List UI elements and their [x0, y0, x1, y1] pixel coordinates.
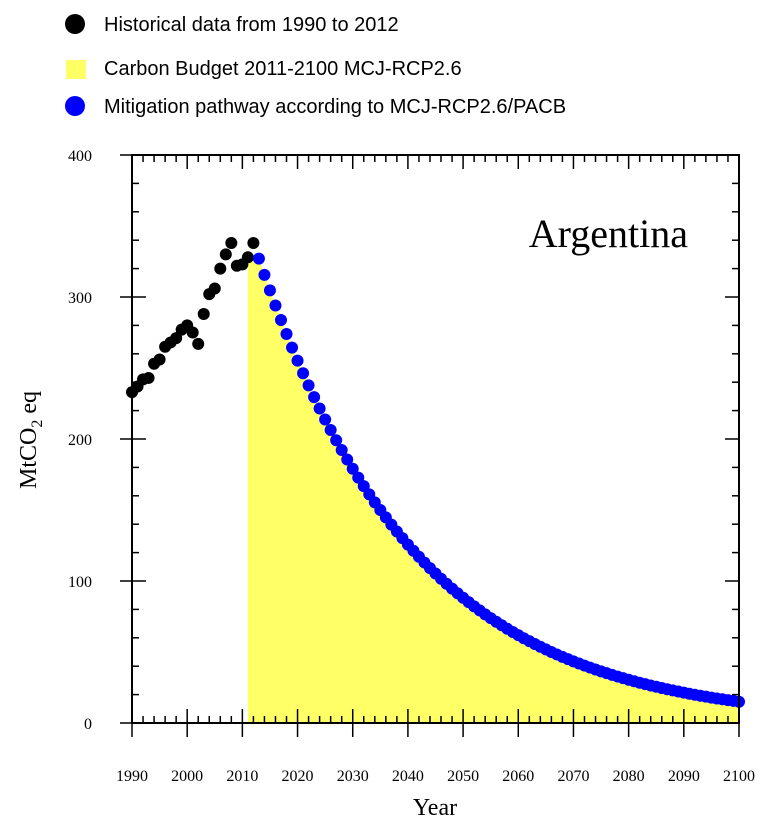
mitigation-point	[330, 434, 343, 447]
x-tick-label: 2010	[226, 768, 258, 785]
x-tick-label: 2100	[723, 768, 755, 785]
mitigation-point	[286, 341, 299, 354]
legend-marker-mitigation	[65, 96, 85, 116]
legend-label-mitigation: Mitigation pathway according to MCJ-RCP2…	[104, 96, 566, 118]
mitigation-point	[319, 413, 332, 426]
legend-label-historical: Historical data from 1990 to 2012	[104, 14, 399, 36]
x-tick-label: 1990	[116, 768, 148, 785]
mitigation-point	[252, 252, 265, 265]
mitigation-point	[308, 391, 321, 404]
y-axis: 0 100 200 300 400	[68, 148, 739, 733]
y-tick-label: 0	[84, 716, 92, 733]
y-axis-title-subscript: 2	[29, 420, 46, 428]
x-tick-label: 2000	[171, 768, 203, 785]
y-axis-title-main: MtCO	[16, 428, 42, 489]
mitigation-point	[313, 402, 326, 415]
historical-point	[192, 337, 205, 350]
y-axis-title: MtCO2 eq	[16, 391, 46, 489]
historical-point	[186, 326, 199, 339]
x-tick-label: 2090	[668, 768, 700, 785]
country-annotation: Argentina	[529, 211, 688, 256]
historical-point	[214, 262, 227, 275]
mitigation-point	[346, 462, 359, 475]
mitigation-point	[324, 424, 337, 437]
mitigation-point	[352, 471, 365, 484]
historical-point	[247, 237, 260, 250]
mitigation-point	[302, 379, 315, 392]
mitigation-point	[269, 299, 282, 312]
historical-point	[197, 308, 210, 321]
x-tick-label: 2070	[557, 768, 589, 785]
x-tick-label: 2030	[337, 768, 369, 785]
mitigation-point	[297, 367, 310, 380]
mitigation-point	[263, 284, 276, 297]
x-tick-label: 2080	[613, 768, 645, 785]
historical-point	[170, 332, 183, 345]
historical-series	[126, 237, 260, 399]
legend-marker-carbon-budget	[66, 60, 86, 79]
historical-point	[208, 282, 221, 295]
mitigation-series	[252, 252, 745, 708]
y-tick-label: 400	[68, 148, 92, 165]
historical-point	[225, 237, 238, 250]
mitigation-point	[274, 314, 287, 327]
y-tick-label: 300	[68, 290, 92, 307]
mitigation-point	[341, 453, 354, 466]
mitigation-point	[291, 354, 304, 367]
mitigation-point	[335, 444, 348, 457]
x-tick-label: 2050	[447, 768, 479, 785]
legend-marker-historical	[65, 14, 85, 34]
legend: Historical data from 1990 to 2012 Carbon…	[65, 14, 566, 118]
legend-label-carbon-budget: Carbon Budget 2011-2100 MCJ-RCP2.6	[104, 58, 462, 80]
carbon-budget-area	[247, 258, 739, 723]
y-axis-title-suffix: eq	[16, 391, 42, 420]
x-tick-label: 2060	[502, 768, 534, 785]
mitigation-point	[258, 268, 271, 281]
x-tick-label: 2040	[392, 768, 424, 785]
historical-point	[153, 353, 166, 366]
x-tick-label: 2020	[282, 768, 314, 785]
y-tick-label: 200	[68, 432, 92, 449]
historical-point	[219, 248, 232, 261]
historical-point	[142, 371, 155, 384]
x-axis: 1990 2000 2010 2020 2030 2040 2050 2060 2070 2080…	[116, 155, 755, 785]
mitigation-point	[280, 328, 293, 341]
historical-point	[241, 251, 254, 264]
y-tick-label: 100	[68, 574, 92, 591]
x-axis-title: Year	[413, 795, 457, 820]
